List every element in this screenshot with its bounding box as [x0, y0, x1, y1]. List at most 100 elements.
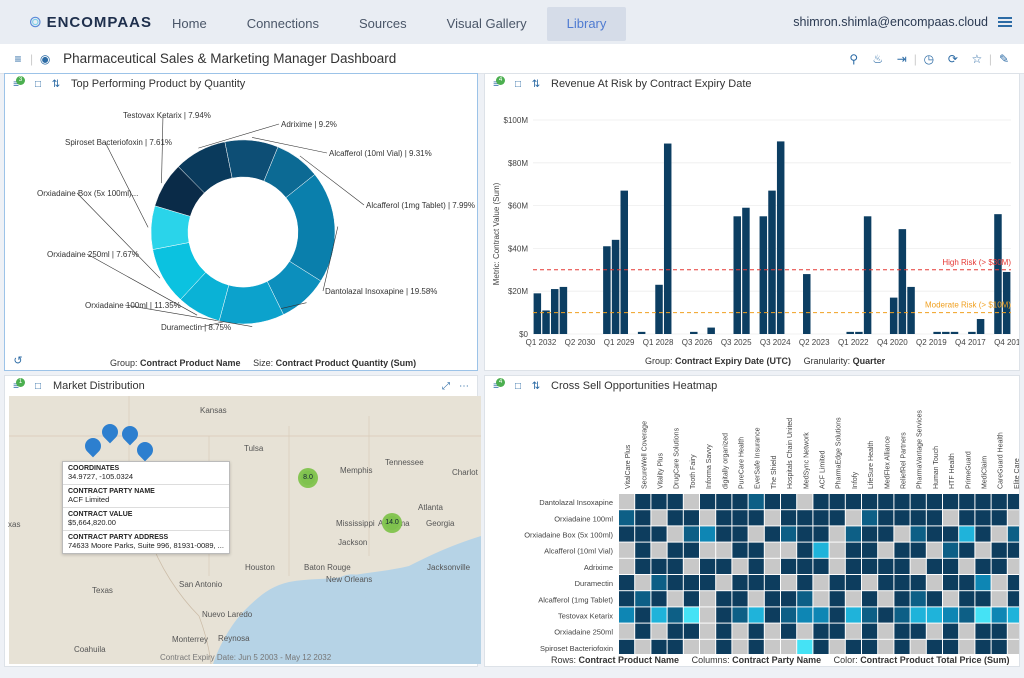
x-tick-label: Q2 2030	[565, 338, 596, 347]
heatmap-cell	[926, 542, 942, 558]
revenue-panel[interactable]: ≡ 4 □ ⇅ Revenue At Risk by Contract Expir…	[484, 73, 1020, 371]
expand-icon[interactable]: ⤢	[442, 380, 450, 392]
heatmap-cell	[619, 591, 635, 607]
heatmap-cell	[667, 623, 683, 639]
map-cluster[interactable]: 14.0	[382, 513, 402, 533]
clock-icon[interactable]: ◷	[923, 51, 935, 66]
donut-slice-label: Alcafferol (1mg Tablet) | 7.99%	[366, 201, 475, 210]
heatmap-cell	[813, 639, 829, 654]
heatmap-cell	[732, 558, 748, 574]
heatmap-cell	[894, 639, 910, 654]
tooltip-row: CONTRACT VALUE $5,664,820.00	[63, 508, 229, 531]
refresh-icon[interactable]: ⟳	[947, 51, 958, 66]
heatmap-cell	[700, 510, 716, 526]
heatmap-cell	[683, 607, 699, 623]
brand-logo[interactable]: ENCOMPAAS	[30, 13, 152, 31]
heatmap-cell	[910, 639, 926, 654]
heatmap-cell	[975, 526, 991, 542]
heatmap-cell	[619, 575, 635, 591]
nav-visual-gallery[interactable]: Visual Gallery	[446, 16, 527, 31]
filter-badge: 1	[16, 377, 25, 387]
comment-icon[interactable]: □	[34, 78, 42, 90]
heatmap-cell	[683, 494, 699, 510]
filter-icon[interactable]: ≡ 4	[489, 75, 505, 90]
threshold-label: High Risk (> $30M)	[942, 258, 1011, 267]
revenue-bar	[663, 143, 672, 334]
filter-icon[interactable]: ≡ 1	[9, 377, 25, 392]
heatmap-cell	[910, 558, 926, 574]
donut-panel[interactable]: ≡ 3 □ ⇅ Top Performing Product by Quantit…	[4, 73, 478, 371]
edit-icon[interactable]: ✎	[998, 51, 1010, 66]
heatmap-cell	[878, 510, 894, 526]
heatmap-column-label: MediClaim	[982, 456, 989, 489]
filter-icon[interactable]: ≡ 4	[489, 377, 505, 392]
sort-icon[interactable]: ⇅	[531, 78, 541, 90]
heatmap-cell	[700, 639, 716, 654]
star-icon[interactable]: ☆	[971, 51, 983, 66]
filter-icon[interactable]: ≡	[14, 51, 22, 66]
heatmap-cell	[683, 510, 699, 526]
heatmap-cell	[862, 494, 878, 510]
heatmap-cell	[651, 494, 667, 510]
donut-leader-line	[299, 155, 365, 206]
heatmap-cell	[764, 542, 780, 558]
revenue-bar	[759, 216, 768, 334]
heatmap-column-label: PharmaVantage Services	[917, 410, 924, 489]
heatmap-cell	[926, 591, 942, 607]
map-place-label: Memphis	[340, 466, 373, 475]
search-icon[interactable]: ⚲	[849, 51, 859, 66]
revenue-bar	[542, 310, 550, 334]
heatmap-column-label: HTF Health	[949, 453, 956, 489]
heatmap-cell	[700, 542, 716, 558]
donut-chart: Adrixime | 9.2% Alcafferol (10ml Vial) | …	[37, 111, 475, 332]
heatmap-cell	[975, 639, 991, 654]
nav-sources[interactable]: Sources	[358, 16, 407, 31]
heatmap-cell	[894, 575, 910, 591]
nav-home[interactable]: Home	[172, 16, 207, 31]
heatmap-cell	[619, 639, 635, 654]
comment-icon[interactable]: □	[514, 380, 522, 392]
heatmap-cell	[894, 558, 910, 574]
heatmap-cell	[910, 575, 926, 591]
donut-slice-label: Duramectin | 8.75%	[161, 323, 231, 332]
heatmap-cell	[797, 526, 813, 542]
more-icon[interactable]: ⋯	[459, 380, 469, 392]
map-place-label: Mississippi	[336, 519, 375, 528]
sort-icon[interactable]: ⇅	[531, 380, 541, 392]
heatmap-cell	[926, 639, 942, 654]
heatmap-cell	[813, 542, 829, 558]
map-place-label: Jackson	[338, 538, 368, 547]
eye-icon[interactable]: ◉	[39, 51, 51, 66]
undo-icon[interactable]: ↺	[13, 355, 23, 367]
heatmap-panel[interactable]: ≡ 4 □ ⇅ Cross Sell Opportunities Heatmap …	[484, 375, 1020, 667]
revenue-bar	[707, 327, 715, 334]
heatmap-cell	[781, 575, 797, 591]
filter-badge: 4	[496, 377, 505, 387]
heatmap-cell	[667, 494, 683, 510]
map-title: Market Distribution	[53, 380, 145, 392]
map-place-label: Tulsa	[244, 444, 264, 453]
bell-icon[interactable]: ♨	[872, 51, 884, 66]
nav-library[interactable]: Library	[546, 7, 627, 41]
revenue-bar	[846, 331, 854, 334]
revenue-bar	[907, 286, 915, 334]
heatmap-column-label: MedSync Network	[803, 432, 810, 489]
donut-leader-line	[198, 123, 280, 149]
heatmap-cell	[878, 623, 894, 639]
filter-icon[interactable]: ≡ 3	[9, 75, 25, 90]
nav-connections[interactable]: Connections	[246, 16, 319, 31]
heatmap-cell	[878, 558, 894, 574]
comment-icon[interactable]: □	[514, 78, 522, 90]
sort-icon[interactable]: ⇅	[51, 78, 61, 90]
menu-icon[interactable]	[998, 15, 1012, 29]
map-cluster[interactable]: 8.0	[298, 468, 318, 488]
heatmap-cell	[748, 591, 764, 607]
heatmap-cell	[862, 623, 878, 639]
user-email[interactable]: shimron.shimla@encompaas.cloud	[793, 15, 988, 29]
export-icon[interactable]: ⇥	[896, 51, 907, 66]
donut-leader-line	[76, 192, 161, 279]
x-tick-label: Q4 2017	[955, 338, 986, 347]
heatmap-cell	[862, 510, 878, 526]
footer-size-value: Contract Product Quantity (Sum)	[275, 358, 417, 368]
comment-icon[interactable]: □	[34, 380, 42, 392]
